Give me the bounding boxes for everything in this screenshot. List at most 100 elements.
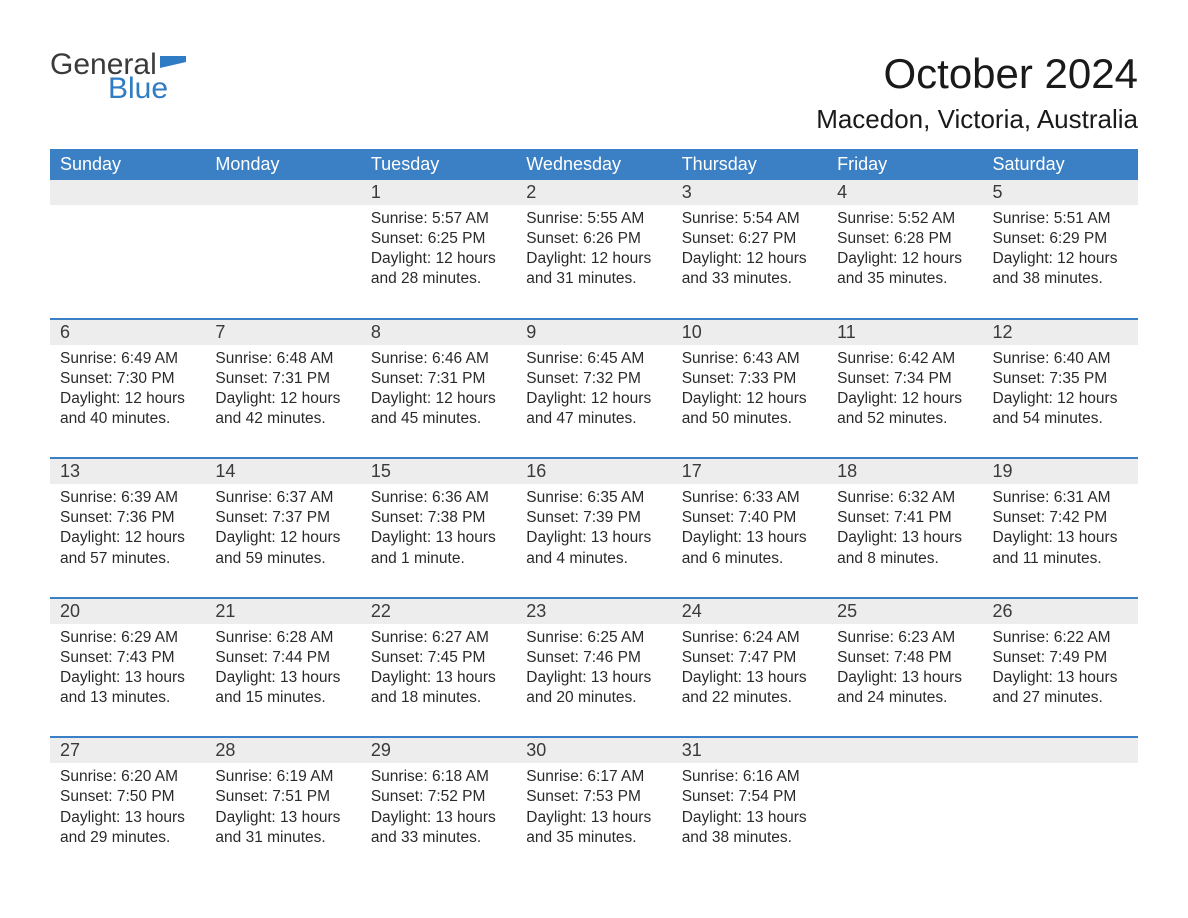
- day-data: Sunrise: 6:49 AMSunset: 7:30 PMDaylight:…: [50, 345, 205, 458]
- day-number: 24: [672, 599, 827, 624]
- dayhead-tuesday: Tuesday: [361, 149, 516, 180]
- dayhead-row: Sunday Monday Tuesday Wednesday Thursday…: [50, 149, 1138, 180]
- day-cell: 13Sunrise: 6:39 AMSunset: 7:36 PMDayligh…: [50, 458, 205, 598]
- dayhead-wednesday: Wednesday: [516, 149, 671, 180]
- daylight-line: Daylight: 13 hours and 4 minutes.: [526, 528, 661, 568]
- day-number: 31: [672, 738, 827, 763]
- sunrise-line: Sunrise: 6:19 AM: [215, 767, 350, 787]
- day-data: Sunrise: 6:42 AMSunset: 7:34 PMDaylight:…: [827, 345, 982, 458]
- daylight-line: Daylight: 13 hours and 6 minutes.: [682, 528, 817, 568]
- sunrise-line: Sunrise: 6:35 AM: [526, 488, 661, 508]
- day-data: Sunrise: 6:39 AMSunset: 7:36 PMDaylight:…: [50, 484, 205, 597]
- sunset-line: Sunset: 7:31 PM: [215, 369, 350, 389]
- sunset-line: Sunset: 6:25 PM: [371, 229, 506, 249]
- day-data: Sunrise: 6:36 AMSunset: 7:38 PMDaylight:…: [361, 484, 516, 597]
- dayhead-friday: Friday: [827, 149, 982, 180]
- daylight-line: Daylight: 12 hours and 31 minutes.: [526, 249, 661, 289]
- day-number: 27: [50, 738, 205, 763]
- day-number: 7: [205, 320, 360, 345]
- location: Macedon, Victoria, Australia: [816, 104, 1138, 135]
- daylight-line: Daylight: 13 hours and 15 minutes.: [215, 668, 350, 708]
- daylight-line: Daylight: 12 hours and 52 minutes.: [837, 389, 972, 429]
- day-number: 9: [516, 320, 671, 345]
- daylight-line: Daylight: 12 hours and 33 minutes.: [682, 249, 817, 289]
- day-data: Sunrise: 6:23 AMSunset: 7:48 PMDaylight:…: [827, 624, 982, 737]
- sunrise-line: Sunrise: 6:37 AM: [215, 488, 350, 508]
- sunrise-line: Sunrise: 6:27 AM: [371, 628, 506, 648]
- daylight-line: Daylight: 13 hours and 8 minutes.: [837, 528, 972, 568]
- day-data: Sunrise: 6:37 AMSunset: 7:37 PMDaylight:…: [205, 484, 360, 597]
- day-data: Sunrise: 6:33 AMSunset: 7:40 PMDaylight:…: [672, 484, 827, 597]
- day-number: 28: [205, 738, 360, 763]
- daylight-line: Daylight: 13 hours and 38 minutes.: [682, 808, 817, 848]
- sunrise-line: Sunrise: 6:49 AM: [60, 349, 195, 369]
- day-cell: 31Sunrise: 6:16 AMSunset: 7:54 PMDayligh…: [672, 737, 827, 876]
- daylight-line: Daylight: 12 hours and 50 minutes.: [682, 389, 817, 429]
- day-number: 19: [983, 459, 1138, 484]
- calendar-body: 1Sunrise: 5:57 AMSunset: 6:25 PMDaylight…: [50, 180, 1138, 876]
- day-data: Sunrise: 6:17 AMSunset: 7:53 PMDaylight:…: [516, 763, 671, 876]
- day-data: Sunrise: 6:24 AMSunset: 7:47 PMDaylight:…: [672, 624, 827, 737]
- day-cell: 19Sunrise: 6:31 AMSunset: 7:42 PMDayligh…: [983, 458, 1138, 598]
- week-row: 27Sunrise: 6:20 AMSunset: 7:50 PMDayligh…: [50, 737, 1138, 876]
- daylight-line: Daylight: 13 hours and 24 minutes.: [837, 668, 972, 708]
- sunrise-line: Sunrise: 6:24 AM: [682, 628, 817, 648]
- day-cell: 18Sunrise: 6:32 AMSunset: 7:41 PMDayligh…: [827, 458, 982, 598]
- sunrise-line: Sunrise: 5:57 AM: [371, 209, 506, 229]
- day-cell: 7Sunrise: 6:48 AMSunset: 7:31 PMDaylight…: [205, 319, 360, 459]
- week-row: 6Sunrise: 6:49 AMSunset: 7:30 PMDaylight…: [50, 319, 1138, 459]
- daylight-line: Daylight: 12 hours and 45 minutes.: [371, 389, 506, 429]
- month-title: October 2024: [816, 50, 1138, 98]
- day-number: 16: [516, 459, 671, 484]
- day-data: Sunrise: 5:55 AMSunset: 6:26 PMDaylight:…: [516, 205, 671, 318]
- sunrise-line: Sunrise: 6:20 AM: [60, 767, 195, 787]
- sunset-line: Sunset: 7:36 PM: [60, 508, 195, 528]
- sunrise-line: Sunrise: 6:33 AM: [682, 488, 817, 508]
- day-data: Sunrise: 6:29 AMSunset: 7:43 PMDaylight:…: [50, 624, 205, 737]
- day-number: 13: [50, 459, 205, 484]
- day-cell: 2Sunrise: 5:55 AMSunset: 6:26 PMDaylight…: [516, 180, 671, 319]
- daylight-line: Daylight: 13 hours and 13 minutes.: [60, 668, 195, 708]
- sunset-line: Sunset: 7:48 PM: [837, 648, 972, 668]
- day-cell: 20Sunrise: 6:29 AMSunset: 7:43 PMDayligh…: [50, 598, 205, 738]
- daylight-line: Daylight: 12 hours and 28 minutes.: [371, 249, 506, 289]
- daylight-line: Daylight: 13 hours and 33 minutes.: [371, 808, 506, 848]
- daylight-line: Daylight: 13 hours and 1 minute.: [371, 528, 506, 568]
- sunset-line: Sunset: 7:47 PM: [682, 648, 817, 668]
- day-number-empty: [50, 180, 205, 205]
- day-data: Sunrise: 6:40 AMSunset: 7:35 PMDaylight:…: [983, 345, 1138, 458]
- day-data: Sunrise: 6:16 AMSunset: 7:54 PMDaylight:…: [672, 763, 827, 876]
- day-data-empty: [827, 763, 982, 853]
- day-data: Sunrise: 6:32 AMSunset: 7:41 PMDaylight:…: [827, 484, 982, 597]
- day-data: Sunrise: 5:54 AMSunset: 6:27 PMDaylight:…: [672, 205, 827, 318]
- day-number: 17: [672, 459, 827, 484]
- day-number: 26: [983, 599, 1138, 624]
- day-data: Sunrise: 6:45 AMSunset: 7:32 PMDaylight:…: [516, 345, 671, 458]
- day-data: Sunrise: 6:46 AMSunset: 7:31 PMDaylight:…: [361, 345, 516, 458]
- sunset-line: Sunset: 7:37 PM: [215, 508, 350, 528]
- daylight-line: Daylight: 12 hours and 42 minutes.: [215, 389, 350, 429]
- sunrise-line: Sunrise: 6:39 AM: [60, 488, 195, 508]
- sunset-line: Sunset: 7:52 PM: [371, 787, 506, 807]
- day-number-empty: [205, 180, 360, 205]
- sunrise-line: Sunrise: 6:23 AM: [837, 628, 972, 648]
- sunrise-line: Sunrise: 6:43 AM: [682, 349, 817, 369]
- day-number: 14: [205, 459, 360, 484]
- sunset-line: Sunset: 7:53 PM: [526, 787, 661, 807]
- day-number: 3: [672, 180, 827, 205]
- sunrise-line: Sunrise: 5:54 AM: [682, 209, 817, 229]
- calendar-table: Sunday Monday Tuesday Wednesday Thursday…: [50, 149, 1138, 876]
- sunset-line: Sunset: 7:42 PM: [993, 508, 1128, 528]
- sunset-line: Sunset: 7:54 PM: [682, 787, 817, 807]
- sunset-line: Sunset: 7:32 PM: [526, 369, 661, 389]
- daylight-line: Daylight: 13 hours and 31 minutes.: [215, 808, 350, 848]
- daylight-line: Daylight: 13 hours and 18 minutes.: [371, 668, 506, 708]
- daylight-line: Daylight: 12 hours and 54 minutes.: [993, 389, 1128, 429]
- day-number: 29: [361, 738, 516, 763]
- sunrise-line: Sunrise: 6:17 AM: [526, 767, 661, 787]
- sunset-line: Sunset: 7:33 PM: [682, 369, 817, 389]
- sunset-line: Sunset: 7:51 PM: [215, 787, 350, 807]
- day-cell: 30Sunrise: 6:17 AMSunset: 7:53 PMDayligh…: [516, 737, 671, 876]
- title-block: October 2024 Macedon, Victoria, Australi…: [816, 50, 1138, 135]
- day-cell: [50, 180, 205, 319]
